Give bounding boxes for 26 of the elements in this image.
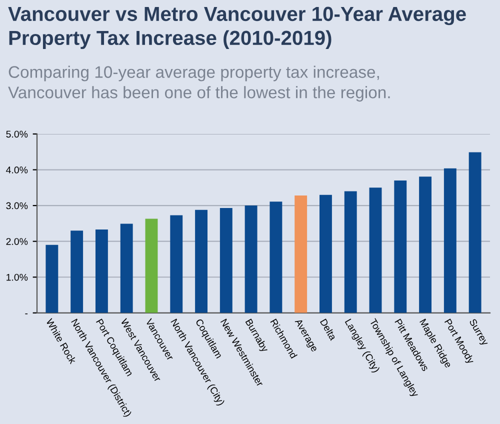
bar [468, 152, 482, 313]
bar [294, 196, 308, 313]
bar [145, 218, 158, 313]
bar [120, 224, 133, 313]
y-tick-label: 3.0% [6, 202, 28, 210]
bar [70, 230, 84, 313]
bar [46, 244, 58, 313]
bar [344, 191, 357, 313]
bar [394, 180, 407, 313]
chart-subtitle: Comparing 10-year average property tax increase, Vancouver has been one of the lowest in the region. [8, 66, 390, 102]
bar [444, 168, 456, 313]
bar [270, 202, 282, 313]
bar [195, 210, 208, 313]
chart-title: Vancouver vs Metro Vancouver 10-Year Average Property Tax Increase (2010-2019) [8, 6, 466, 50]
y-tick-label: - [25, 313, 28, 314]
y-tick-label: 2.0% [6, 238, 28, 245]
bar [170, 215, 183, 313]
bar [419, 176, 432, 313]
y-tick-label: 5.0% [6, 130, 28, 138]
bar [95, 230, 108, 313]
bar [369, 188, 382, 313]
y-tick-label: 4.0% [6, 166, 28, 174]
bar [320, 194, 332, 313]
y-tick-label: 1.0% [6, 274, 28, 281]
bar [220, 208, 232, 313]
bar [244, 206, 258, 313]
